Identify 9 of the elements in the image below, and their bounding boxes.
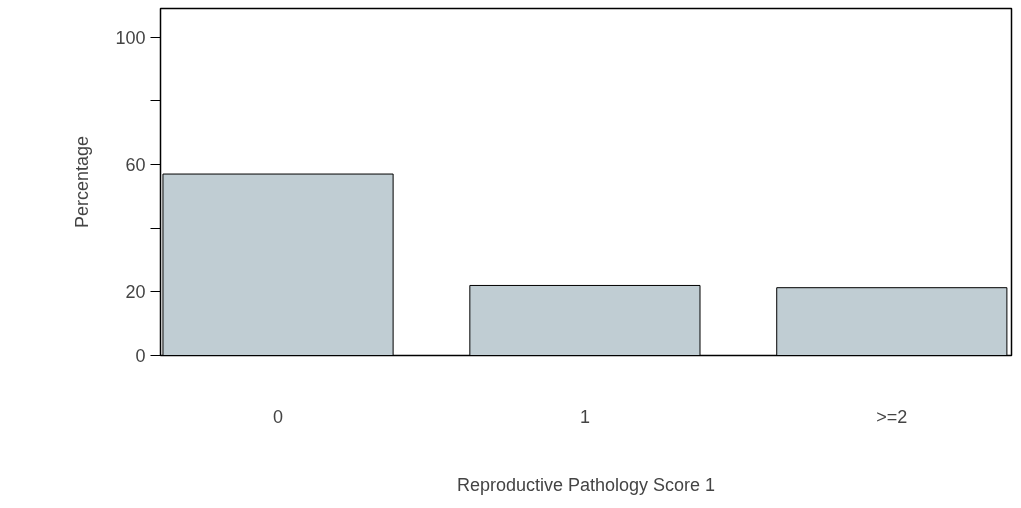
x-tick-label: >=2: [876, 406, 908, 427]
x-tick-label: 0: [273, 406, 284, 427]
y-axis-title: Percentage: [72, 135, 93, 229]
y-tick-label: 20: [125, 282, 146, 303]
y-tick-label: 60: [125, 154, 146, 175]
y-tick-label: 100: [115, 27, 146, 48]
x-axis-title: Reproductive Pathology Score 1: [456, 474, 716, 495]
y-tick-label: 0: [135, 346, 146, 366]
x-tick-label: 1: [579, 406, 590, 427]
